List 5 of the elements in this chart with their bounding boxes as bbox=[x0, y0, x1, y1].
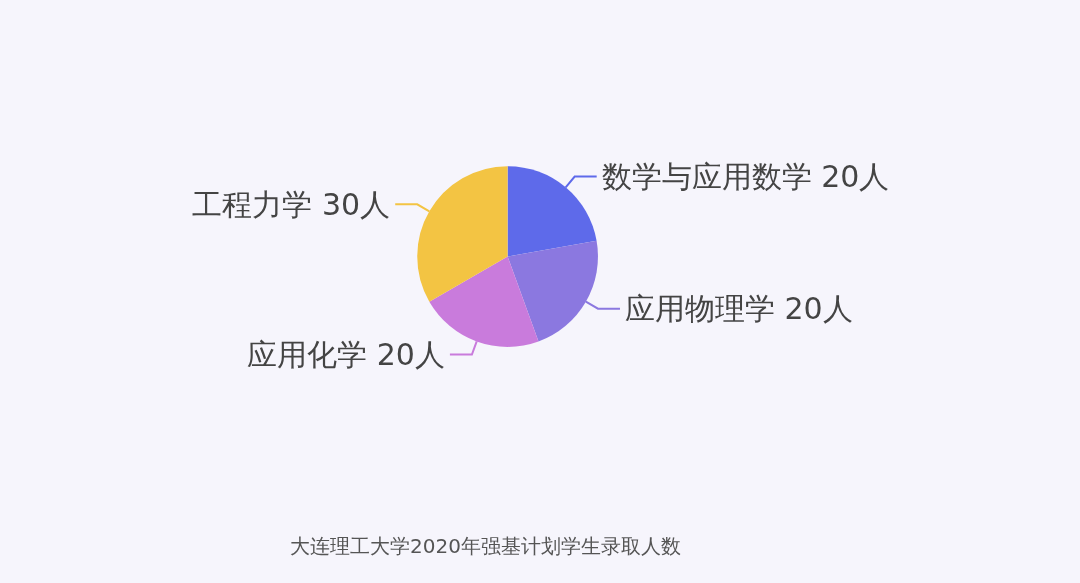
slice-label: 数学与应用数学 20人 bbox=[601, 159, 890, 195]
text: 大连理工大学2020年强基计划学生录取人数 bbox=[290, 534, 681, 558]
slice-label: 应用物理学 20人 bbox=[624, 291, 853, 327]
slice-label: 应用化学 20人 bbox=[247, 337, 445, 373]
slice-label: 工程力学 30人 bbox=[192, 186, 391, 222]
